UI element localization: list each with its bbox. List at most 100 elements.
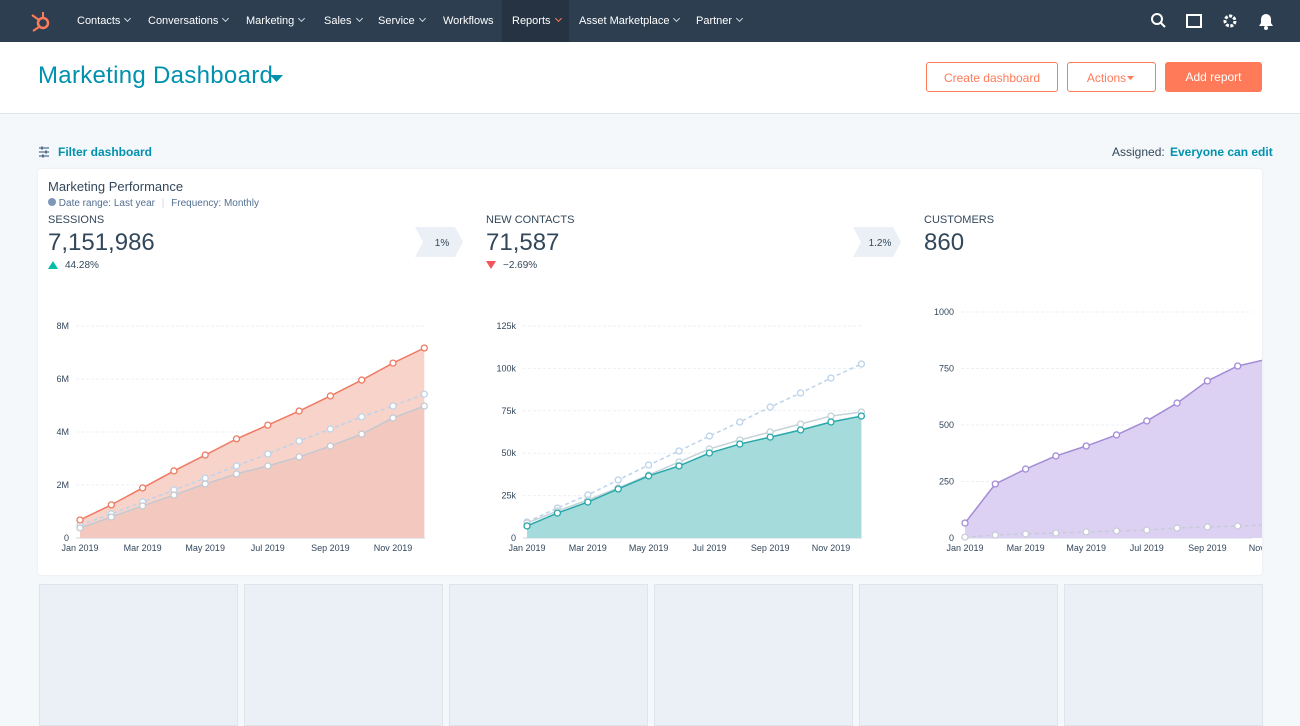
nav-item[interactable]: Sales xyxy=(324,0,363,42)
y-tick-label: 0 xyxy=(64,533,69,543)
filter-link[interactable]: Filter dashboard xyxy=(58,145,153,159)
data-point xyxy=(736,418,744,426)
data-point xyxy=(420,390,428,398)
nav-icons[interactable] xyxy=(1150,12,1280,30)
nav-label: Reports xyxy=(512,15,551,27)
card-title: Marketing Performance xyxy=(48,179,184,194)
data-point xyxy=(1082,442,1090,450)
data-point xyxy=(326,442,335,450)
logo[interactable] xyxy=(30,10,52,32)
y-tick-label: 500 xyxy=(939,420,954,430)
data-point xyxy=(389,359,397,367)
data-point xyxy=(991,480,999,488)
data-point xyxy=(644,461,653,469)
x-tick-label: Mar 2019 xyxy=(1007,543,1045,553)
x-tick-label: May 2019 xyxy=(629,543,669,553)
data-point xyxy=(295,407,303,415)
dashboard-title[interactable]: Marketing Dashboard xyxy=(38,62,274,89)
date-range: Last year xyxy=(113,198,155,209)
active-tab xyxy=(502,0,569,42)
comparison-value: 1% xyxy=(435,238,450,249)
data-point xyxy=(76,524,84,532)
nav-item[interactable]: Service xyxy=(378,0,426,42)
comparison-badge xyxy=(853,227,901,257)
placeholder-card xyxy=(1064,584,1263,726)
nav-item[interactable]: Asset Marketplace xyxy=(579,0,681,42)
data-point xyxy=(201,480,209,488)
y-tick-label: 250 xyxy=(939,477,954,487)
x-tick-label: Sep 2019 xyxy=(1188,543,1227,553)
data-point xyxy=(170,467,178,475)
x-tick-label: May 2019 xyxy=(185,543,225,553)
data-point xyxy=(295,453,303,461)
nav-label: Service xyxy=(378,15,415,27)
nav-item[interactable]: Reports xyxy=(512,0,562,42)
data-point xyxy=(1021,465,1030,473)
filter-icon[interactable] xyxy=(38,146,50,158)
data-point xyxy=(326,425,335,433)
placeholder-card xyxy=(39,584,238,726)
x-tick-label: Jul 2019 xyxy=(251,543,285,553)
add-report-button[interactable]: Add report xyxy=(1165,62,1262,92)
y-tick-label: 750 xyxy=(939,364,954,374)
data-point xyxy=(827,374,835,382)
nav-item[interactable]: Workflows xyxy=(443,0,494,42)
y-tick-label: 25k xyxy=(501,491,516,501)
series-line xyxy=(526,415,862,527)
metric-value: 71,587 xyxy=(486,229,559,256)
data-point xyxy=(170,491,178,499)
x-tick-label: Mar 2019 xyxy=(124,543,162,553)
y-tick-label: 0 xyxy=(949,533,954,543)
data-point xyxy=(326,392,335,400)
x-tick-label: Jan 2019 xyxy=(508,543,545,553)
card-meta: Date range: Last year | Frequency: Month… xyxy=(48,198,259,209)
nav-label: Partner xyxy=(696,15,733,27)
x-tick-label: Jul 2019 xyxy=(692,543,726,553)
data-point xyxy=(76,516,84,524)
data-point xyxy=(1082,528,1090,536)
data-point xyxy=(389,414,397,422)
data-point xyxy=(232,470,241,478)
nav-label: Marketing xyxy=(246,15,295,27)
nav-item[interactable]: Conversations xyxy=(148,0,230,42)
actions-label: Actions xyxy=(1086,71,1127,85)
data-point xyxy=(961,519,969,527)
metric-label: CUSTOMERS xyxy=(924,214,994,226)
create-dashboard-button[interactable]: Create dashboard xyxy=(926,62,1058,92)
data-point xyxy=(857,360,866,368)
nav-item[interactable]: Marketing xyxy=(246,0,306,42)
nav-label: Conversations xyxy=(148,15,219,27)
data-point xyxy=(675,462,683,470)
title-caret[interactable] xyxy=(270,75,284,83)
nav-item[interactable]: Partner xyxy=(696,0,744,42)
assigned-value[interactable]: Everyone can edit xyxy=(1170,145,1273,159)
placeholder-card xyxy=(654,584,853,726)
data-point xyxy=(1021,530,1030,538)
data-point xyxy=(766,433,774,441)
metric-value: 7,151,986 xyxy=(48,229,155,256)
data-point xyxy=(420,344,428,352)
data-point xyxy=(584,498,592,506)
actions-button[interactable]: Actions xyxy=(1067,62,1156,92)
data-point xyxy=(1112,431,1121,439)
series-area xyxy=(527,416,862,538)
data-point xyxy=(420,402,428,410)
y-tick-label: 1000 xyxy=(934,307,954,317)
nav-label: Contacts xyxy=(77,15,121,27)
data-point xyxy=(1265,522,1271,528)
top-nav: Contacts Conversations Marketing Sales Servi… xyxy=(0,0,1300,42)
x-tick-label: Mar 2019 xyxy=(569,543,607,553)
x-tick-label: Nov 2019 xyxy=(374,543,413,553)
data-point xyxy=(614,485,622,493)
data-point xyxy=(1173,524,1181,532)
data-point xyxy=(705,449,714,457)
header: Marketing Dashboard Create dashboard Act… xyxy=(0,42,1300,114)
series-area xyxy=(80,406,425,538)
nav-item[interactable]: Contacts xyxy=(77,0,132,42)
date-range-label: Date range: xyxy=(58,198,112,209)
data-point xyxy=(1112,527,1121,535)
data-point xyxy=(796,389,805,397)
data-point xyxy=(1265,356,1271,362)
y-tick-label: 100k xyxy=(496,363,516,373)
data-point xyxy=(1143,526,1151,534)
